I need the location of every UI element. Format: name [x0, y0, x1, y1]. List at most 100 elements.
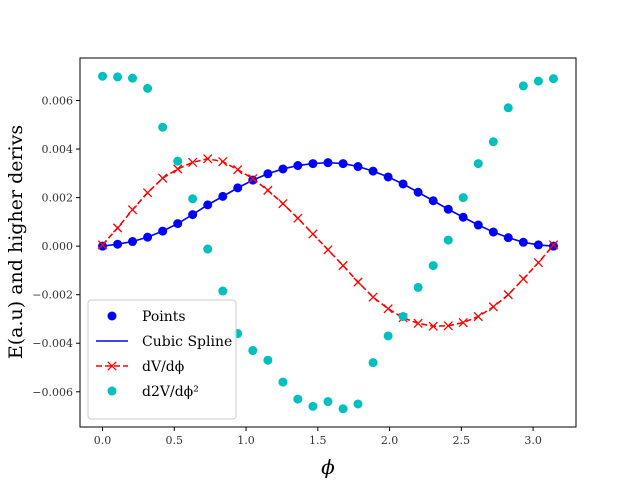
x-marker-stroke: [338, 260, 348, 271]
x-axis-title: ϕ: [321, 455, 335, 479]
data-point: [188, 157, 198, 168]
data-point: [248, 346, 258, 356]
data-point: [368, 358, 378, 368]
data-point: [293, 394, 303, 404]
data-point: [293, 213, 303, 223]
x-marker-stroke: [353, 277, 363, 287]
data-point: [218, 286, 228, 296]
x-tick-label: 0.0: [94, 434, 112, 447]
x-marker-stroke: [473, 311, 483, 322]
series-cubic-spline: [102, 161, 554, 247]
y-tick-label: 0.002: [42, 192, 74, 205]
y-tick-label: −0.002: [32, 289, 73, 302]
x-tick-label: 2.5: [453, 434, 471, 447]
x-tick-label: 0.5: [166, 434, 184, 447]
legend-label: Cubic Spline: [142, 334, 232, 350]
data-point: [233, 165, 243, 175]
data-point: [488, 302, 498, 312]
data-point: [98, 71, 108, 81]
x-tick-label: 1.0: [237, 434, 255, 447]
plot-frame: [79, 57, 577, 428]
data-point: [428, 261, 438, 271]
x-marker-stroke: [428, 321, 438, 331]
data-point: [518, 274, 528, 284]
data-point: [533, 76, 543, 86]
data-point: [458, 193, 468, 203]
series-d2v-d-: [98, 71, 558, 414]
data-point: [338, 404, 348, 414]
x-marker-stroke: [488, 302, 498, 312]
data-point: [338, 260, 348, 271]
data-point: [518, 81, 528, 91]
data-point: [263, 355, 273, 365]
legend-entry: Points: [107, 309, 186, 325]
data-point: [263, 185, 273, 195]
x-marker-stroke: [548, 240, 559, 250]
data-point: [203, 154, 213, 164]
legend-label: Points: [142, 309, 186, 325]
y-tick-label: 0.006: [42, 94, 74, 107]
y-tick-label: −0.006: [32, 386, 73, 399]
data-point: [473, 159, 483, 169]
data-point: [173, 156, 183, 166]
plot-marks: [97, 71, 559, 414]
x-marker-stroke: [188, 157, 198, 168]
data-point: [323, 397, 333, 407]
data-point: [488, 137, 498, 147]
x-tick-label: 2.0: [381, 434, 399, 447]
x-marker-stroke: [263, 185, 273, 195]
x-tick-label: 3.0: [524, 434, 542, 447]
legend-label: d2V/dϕ²: [142, 384, 199, 400]
data-point: [383, 304, 393, 314]
x-marker-stroke: [383, 304, 393, 314]
data-point: [113, 72, 123, 82]
x-marker-stroke: [533, 257, 544, 268]
x-marker-stroke: [458, 317, 468, 328]
data-point: [248, 173, 258, 184]
legend-entry: dV/dϕ: [96, 359, 184, 375]
data-point: [203, 244, 213, 254]
legend-entry: Cubic Spline: [96, 334, 232, 350]
y-axis-title: E(a.u) and higher derivs: [5, 125, 27, 359]
x-marker-stroke: [368, 292, 378, 302]
data-point: [548, 74, 558, 84]
x-marker-stroke: [308, 229, 318, 239]
data-point: [413, 318, 423, 328]
data-point: [443, 321, 453, 331]
x-axis: 0.0 0.5 1.0 1.5 2.0 2.5 3.0: [94, 427, 542, 447]
data-point: [368, 292, 378, 302]
data-point: [97, 240, 108, 250]
data-point: [503, 290, 513, 300]
data-point: [127, 205, 138, 215]
data-point: [458, 317, 468, 328]
data-point: [383, 331, 393, 341]
series-dv-d-: [97, 154, 559, 331]
y-tick-label: −0.004: [32, 337, 73, 350]
x-tick-label: 1.5: [309, 434, 327, 447]
legend-marker: [107, 386, 117, 396]
legend-label: dV/dϕ: [142, 359, 184, 375]
data-point: [308, 401, 318, 411]
y-tick-label: 0.000: [42, 240, 74, 253]
x-marker-stroke: [107, 361, 117, 371]
data-point: [473, 311, 483, 322]
legend-marker: [107, 361, 117, 371]
data-point: [142, 188, 153, 198]
x-marker-stroke: [248, 173, 258, 184]
data-point: [158, 173, 168, 183]
data-point: [278, 198, 288, 209]
data-point: [353, 277, 363, 287]
x-marker-stroke: [173, 164, 183, 174]
x-marker-stroke: [278, 198, 288, 209]
data-point: [323, 245, 333, 255]
x-marker-stroke: [413, 318, 423, 328]
data-point: [428, 321, 438, 331]
x-marker-stroke: [158, 173, 168, 183]
x-marker-stroke: [127, 205, 138, 215]
legend-box: [87, 299, 237, 420]
x-marker-stroke: [112, 223, 123, 233]
x-marker-stroke: [218, 157, 228, 167]
data-point: [353, 399, 363, 409]
x-marker-stroke: [97, 240, 108, 250]
